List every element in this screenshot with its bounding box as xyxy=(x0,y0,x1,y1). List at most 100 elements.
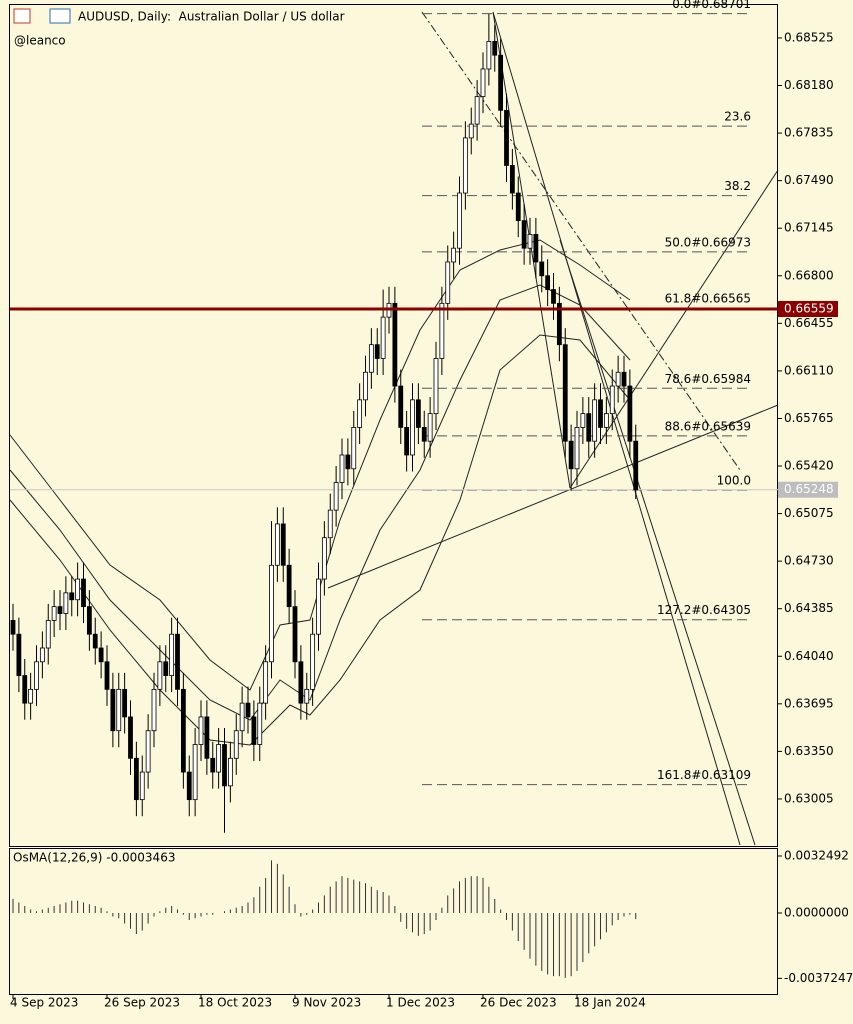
candle-body xyxy=(104,661,110,690)
candle-body xyxy=(239,702,245,732)
candle-body xyxy=(34,661,39,690)
candle-body xyxy=(186,771,192,801)
candle-body xyxy=(533,234,539,263)
candle-body xyxy=(133,757,139,801)
subtitle: @leanco xyxy=(14,34,66,48)
candle-body xyxy=(545,275,551,290)
y-tick-label: 0.66800 xyxy=(784,268,834,282)
trend-line xyxy=(559,239,756,846)
price-pane xyxy=(9,4,778,847)
fib-label: 88.6#0.65639 xyxy=(665,419,751,433)
channel-line xyxy=(421,11,741,471)
candle-body xyxy=(445,261,451,304)
middle-band xyxy=(9,284,631,721)
header-icons xyxy=(13,8,71,24)
y-tick-label: 0.65075 xyxy=(784,506,834,520)
candle-body xyxy=(98,647,104,663)
candle-body xyxy=(110,688,116,732)
y-tick-label: 0.66455 xyxy=(784,316,834,330)
candle-body xyxy=(163,661,169,676)
candle-body xyxy=(527,234,533,249)
y2-tick-label: -0.0037247 xyxy=(784,971,853,985)
candle-body xyxy=(245,702,251,718)
candle-body xyxy=(222,744,227,787)
candle-body xyxy=(433,358,439,415)
icon xyxy=(13,8,31,24)
indicator-name: OsMA(12,26,9) -0.0003463 xyxy=(13,851,175,865)
candle-body xyxy=(92,633,98,649)
candle-body xyxy=(333,482,339,511)
candle-body xyxy=(363,371,368,401)
y-tick-label: 0.63695 xyxy=(784,696,834,710)
candle-body xyxy=(615,371,621,387)
candle-body xyxy=(633,440,639,491)
candle-body xyxy=(227,757,233,787)
candle-body xyxy=(298,661,304,704)
y2-tick-label: 0.0032492 xyxy=(784,848,849,862)
candle-body xyxy=(580,413,586,428)
candle-body xyxy=(539,261,545,277)
candle-body xyxy=(263,661,269,704)
fib-label: 38.2 xyxy=(724,179,751,193)
candle-body xyxy=(210,757,216,773)
candle-body xyxy=(116,688,122,732)
candle-body xyxy=(357,399,363,428)
candle-body xyxy=(269,564,274,663)
candle-body xyxy=(410,399,415,456)
candle-body xyxy=(345,454,351,470)
candle-body xyxy=(204,716,210,759)
lower-band xyxy=(9,334,631,746)
candle-body xyxy=(192,744,198,801)
fib-trend-line xyxy=(492,11,571,489)
trend-line xyxy=(492,11,741,846)
y-tick-label: 0.67835 xyxy=(784,126,834,140)
candle-body xyxy=(22,675,28,704)
y-tick-label: 0.65420 xyxy=(784,459,834,473)
candle-body xyxy=(86,606,92,635)
y-tick-label: 0.68525 xyxy=(784,30,834,44)
y-tick-label: 0.68180 xyxy=(784,78,834,92)
candle-body xyxy=(427,413,433,442)
fib-label: 23.6 xyxy=(724,110,751,124)
candle-body xyxy=(451,247,457,263)
candle-body xyxy=(157,661,163,690)
candle-body xyxy=(462,137,468,194)
y-tick-label: 0.63350 xyxy=(784,744,834,758)
candle-body xyxy=(609,385,615,415)
icon xyxy=(49,8,71,24)
fib-label: 127.2#0.64305 xyxy=(657,603,751,617)
candle-body xyxy=(310,633,316,690)
candle-body xyxy=(509,165,515,194)
candle-body xyxy=(492,40,498,56)
candle-body xyxy=(515,192,521,222)
candle-body xyxy=(145,730,151,773)
candle-body xyxy=(321,537,327,580)
candle-body xyxy=(274,523,280,566)
candle-body xyxy=(439,302,445,359)
candle-body xyxy=(57,606,63,614)
candle-body xyxy=(304,688,310,704)
current-price-box xyxy=(778,481,838,498)
y-tick-label: 0.64040 xyxy=(784,649,834,663)
candle-body xyxy=(180,688,186,773)
candle-body xyxy=(286,564,292,608)
candle-body xyxy=(251,716,257,745)
current-price-label: 0.65248 xyxy=(784,482,834,496)
x-tick-label: 1 Dec 2023 xyxy=(386,996,455,1010)
x-tick-label: 18 Jan 2024 xyxy=(574,996,646,1010)
x-tick-label: 26 Sep 2023 xyxy=(104,996,180,1010)
x-tick-label: 4 Sep 2023 xyxy=(10,996,78,1010)
candle-body xyxy=(603,413,609,428)
candle-body xyxy=(504,109,509,166)
candle-body xyxy=(415,399,421,428)
candle-body xyxy=(457,192,462,249)
candle-body xyxy=(257,702,263,745)
trend-line xyxy=(569,169,779,489)
x-tick-label: 18 Oct 2023 xyxy=(198,996,272,1010)
y2-tick-label: 0.0000000 xyxy=(784,905,849,919)
candle-body xyxy=(198,716,204,745)
y-tick-label: 0.64730 xyxy=(784,554,834,568)
candle-body xyxy=(627,385,633,442)
x-tick-label: 9 Nov 2023 xyxy=(292,996,361,1010)
candle-body xyxy=(16,633,22,676)
